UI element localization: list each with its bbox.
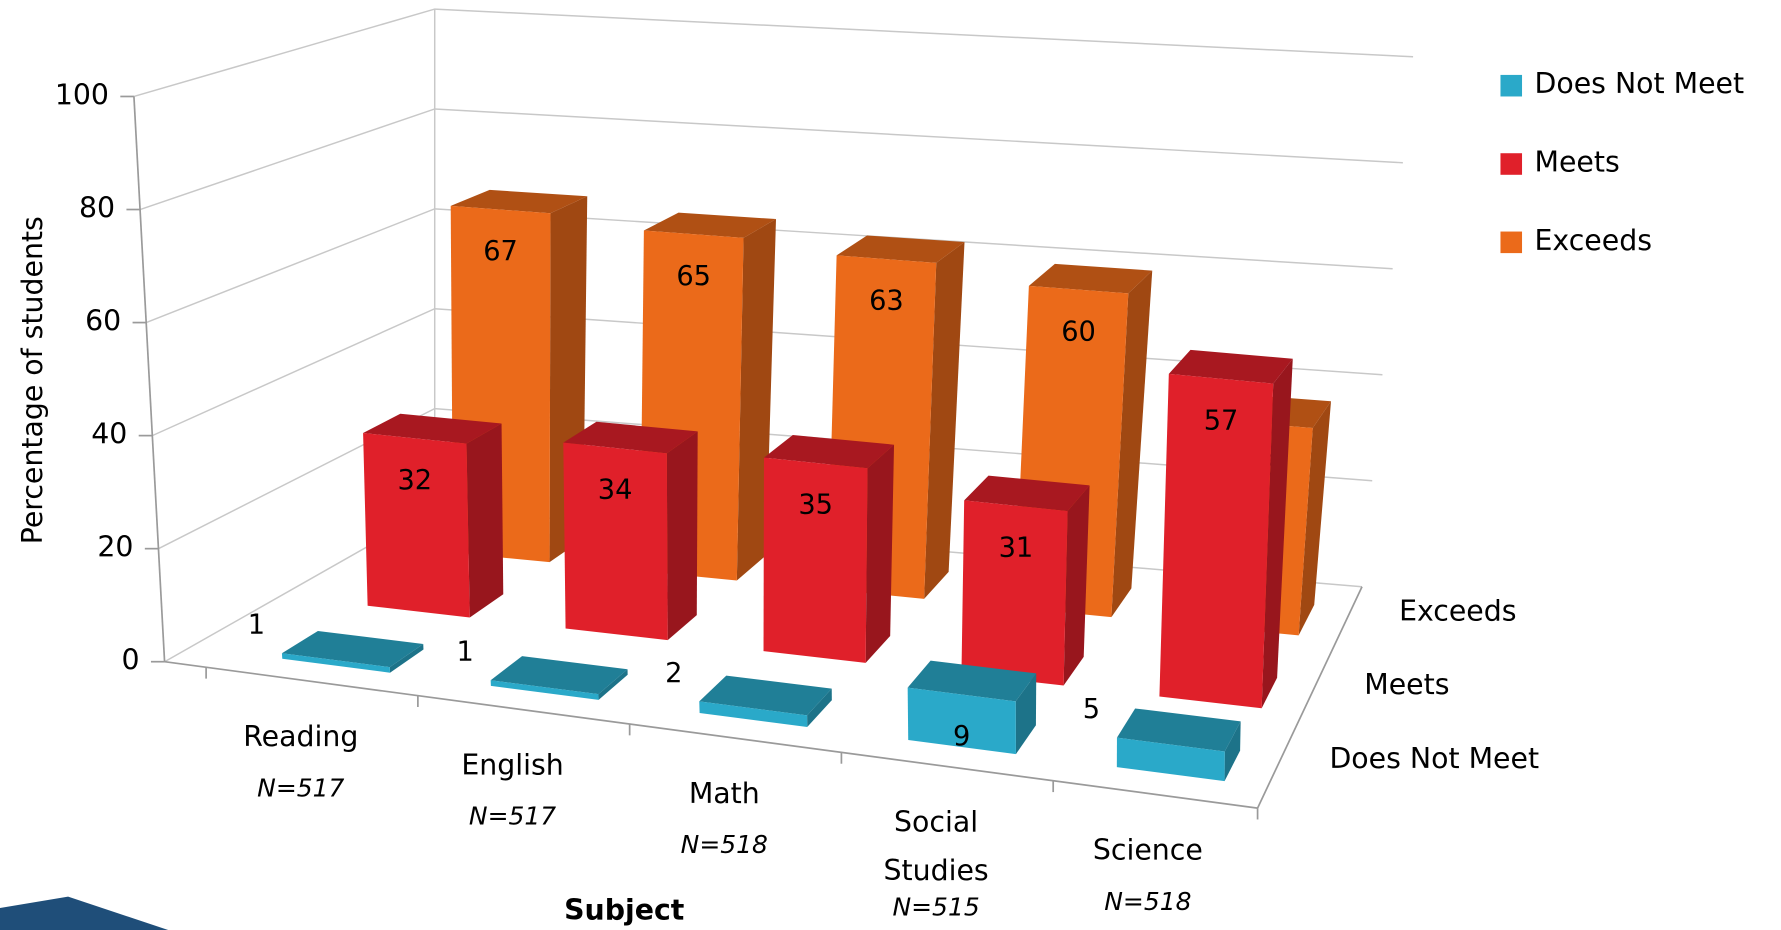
- bar-side: [1298, 401, 1332, 636]
- y-tick-label: 40: [91, 418, 127, 451]
- bar-front: [961, 500, 1068, 686]
- bar: [490, 656, 628, 700]
- bar: [1159, 349, 1293, 709]
- bar-side: [466, 423, 504, 618]
- bar: [699, 675, 832, 727]
- legend-swatch: [1500, 74, 1523, 97]
- bar-side: [389, 643, 424, 673]
- value-label: 34: [598, 475, 633, 506]
- value-label: 31: [999, 532, 1034, 563]
- bar-side: [1015, 673, 1037, 755]
- bar: [907, 660, 1037, 755]
- plot: Percentage of students Subject 0 20 40 60 80…: [0, 8, 1745, 930]
- legend-label: Meets: [1535, 145, 1620, 178]
- bar-side: [924, 241, 965, 599]
- value-label: 60: [1061, 316, 1096, 347]
- y-tick-label: 80: [79, 192, 115, 225]
- bar-side: [598, 669, 628, 700]
- bar-top: [450, 189, 588, 214]
- bar-side: [1111, 270, 1153, 618]
- bar-side: [865, 444, 895, 663]
- value-label: 1: [456, 637, 473, 668]
- value-label: 35: [798, 490, 833, 521]
- bar-side: [1224, 721, 1241, 782]
- bar-top: [1028, 263, 1153, 294]
- legend-swatch: [1500, 231, 1523, 254]
- x-tick-label: Science: [1093, 834, 1203, 867]
- bar-front: [699, 701, 808, 727]
- x-tick-label: Math: [689, 777, 760, 810]
- category-note: N=518: [681, 830, 768, 859]
- legend-swatch: [1500, 153, 1523, 175]
- bar: [281, 630, 424, 673]
- depth-axis: [1256, 586, 1363, 809]
- value-label: 63: [869, 286, 904, 317]
- bar-front: [363, 433, 470, 618]
- bar: [563, 421, 698, 641]
- bar-front: [563, 442, 668, 641]
- bar-front: [1159, 373, 1274, 709]
- bar-front: [281, 653, 390, 673]
- category-note: N=518: [1104, 887, 1191, 916]
- y-tick-label: 0: [122, 644, 140, 677]
- value-label: 1: [248, 610, 265, 641]
- value-label: 32: [397, 465, 432, 496]
- bar-top: [563, 421, 698, 454]
- x-axis-title: Subject: [564, 893, 684, 926]
- value-label: 57: [1204, 405, 1239, 436]
- category-note: N=517: [469, 802, 556, 831]
- bar-side: [666, 431, 698, 641]
- x-tick-label: Social Studies: [883, 805, 988, 887]
- bar-top: [643, 212, 776, 238]
- bar-front: [763, 457, 868, 663]
- bar: [961, 475, 1090, 686]
- bar-top: [836, 235, 965, 263]
- bar: [763, 435, 895, 663]
- bar: [1116, 708, 1241, 782]
- y-axis: [133, 96, 166, 662]
- corner-decoration: [0, 896, 169, 930]
- x-axis: [164, 660, 1258, 809]
- value-label: 9: [953, 721, 970, 752]
- value-label: 5: [1083, 694, 1100, 725]
- bar-side: [1261, 358, 1293, 709]
- y-tick-label: 20: [97, 531, 133, 564]
- grid-line: [133, 8, 1414, 98]
- bar-top: [699, 675, 832, 716]
- bar-top: [363, 413, 502, 444]
- bar-top: [1116, 708, 1241, 752]
- bar-top: [964, 475, 1090, 512]
- bar-top: [763, 435, 895, 469]
- depth-label: Exceeds: [1399, 594, 1516, 627]
- category-note: N=515: [892, 892, 979, 921]
- category-note: N=517: [257, 773, 344, 802]
- legend-label: Exceeds: [1535, 224, 1652, 257]
- value-label: 67: [483, 236, 518, 267]
- bar-side: [807, 688, 832, 727]
- value-label: 65: [676, 261, 711, 292]
- bar-side: [1063, 485, 1090, 686]
- bar-front: [907, 687, 1016, 755]
- bar-top: [281, 630, 424, 668]
- bar-top: [907, 660, 1037, 702]
- bar-top: [490, 656, 628, 695]
- bar-front: [490, 680, 599, 700]
- legend-label: Does Not Meet: [1535, 67, 1745, 100]
- grid-line: [139, 108, 1403, 211]
- bar-top: [1168, 349, 1293, 384]
- bar-front: [1116, 737, 1225, 782]
- depth-label: Does Not Meet: [1329, 742, 1539, 775]
- y-tick-label: 100: [55, 78, 109, 111]
- bar: [363, 413, 504, 618]
- x-tick-label: English: [461, 749, 563, 782]
- depth-label: Meets: [1364, 668, 1449, 701]
- value-label: 2: [665, 658, 682, 689]
- x-tick-label: Reading: [243, 720, 358, 753]
- y-axis-title: Percentage of students: [16, 216, 49, 544]
- y-tick-label: 60: [85, 305, 121, 338]
